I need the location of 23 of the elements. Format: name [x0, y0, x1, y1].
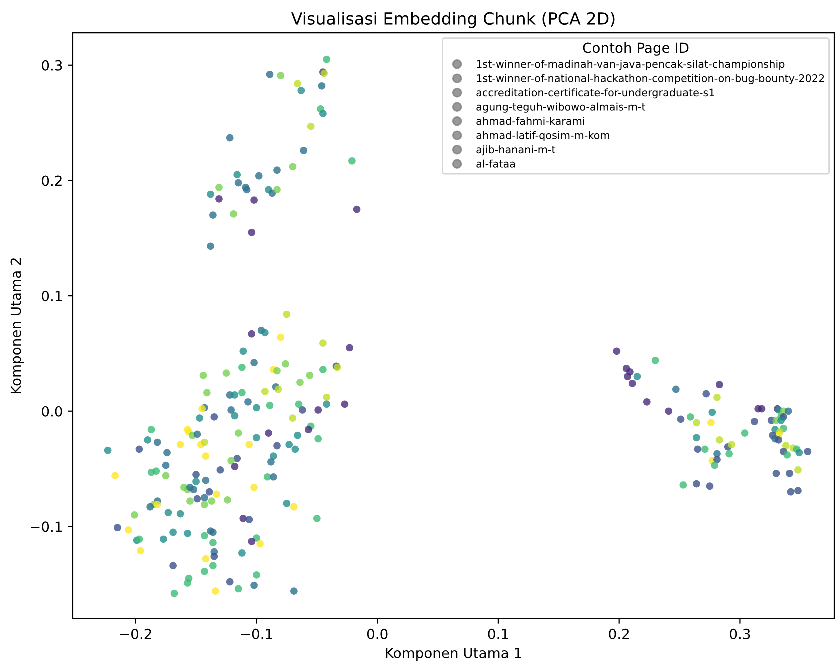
y-tick-label: 0.2: [42, 176, 62, 186]
legend-title: Contoh Page ID: [583, 42, 689, 56]
y-tick-label: 0.0: [42, 406, 62, 417]
legend-label: al-fataa: [476, 160, 516, 168]
legend-label: ajib-hanani-m-t: [476, 146, 556, 156]
x-tick-label: 0.1: [488, 628, 508, 640]
y-tick-label: 0.3: [42, 60, 62, 71]
legend-label: agung-teguh-wibowo-almais-m-t: [476, 102, 646, 113]
x-tick-label: −0.2: [120, 628, 152, 640]
y-axis-title: Komponen Utama 2: [10, 258, 24, 394]
x-tick-label: 0.0: [367, 628, 388, 640]
y-tick-label: −0.1: [31, 522, 62, 532]
y-tick-label: 0.1: [42, 291, 62, 302]
chart-title: Visualisasi Embedding Chunk (PCA 2D): [291, 12, 615, 28]
legend-label: ahmad-latif-qosim-m-kom: [476, 131, 610, 142]
legend-label: accreditation-certificate-for-undergraduate-s1: [476, 88, 714, 99]
x-tick-label: −0.1: [241, 628, 272, 640]
legend-label: 1st-winner-of-madinah-van-java-pencak-silat-championship: [477, 60, 785, 70]
legend-label: 1st-winner-of-national-hackathon-competition-on-bug-bounty-2022: [477, 74, 824, 84]
x-axis-title: Komponen Utama 1: [386, 648, 522, 662]
x-tick-label: 0.3: [730, 628, 750, 640]
x-tick-label: 0.2: [609, 628, 629, 640]
legend-label: ahmad-fahmi-karami: [476, 117, 584, 126]
